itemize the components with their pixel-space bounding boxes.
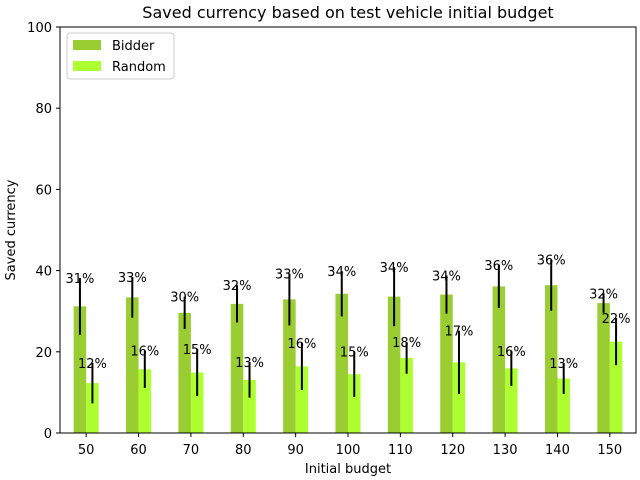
data-label-bidder-150: 32%	[589, 287, 618, 302]
data-label-bidder-80: 32%	[223, 279, 252, 294]
data-label-random-80: 13%	[235, 356, 264, 371]
bar-bidder-50	[73, 306, 87, 433]
data-label-bidder-100: 34%	[327, 265, 356, 280]
x-tick-label-150: 150	[597, 443, 622, 458]
data-label-bidder-120: 34%	[432, 269, 461, 284]
y-tick-label-20: 20	[35, 346, 52, 361]
bar-random-90	[295, 366, 309, 433]
legend-label-bidder: Bidder	[112, 39, 155, 54]
chart-title: Saved currency based on test vehicle ini…	[142, 3, 553, 22]
data-label-random-110: 18%	[392, 336, 421, 351]
data-label-bidder-130: 36%	[484, 259, 513, 274]
x-axis-title: Initial budget	[305, 462, 391, 477]
y-tick-label-0: 0	[44, 427, 52, 442]
bar-random-110	[400, 357, 413, 433]
data-label-bidder-110: 34%	[380, 261, 409, 276]
bar-bidder-150	[597, 303, 610, 433]
x-tick-label-100: 100	[336, 443, 361, 458]
x-tick-label-130: 130	[493, 443, 518, 458]
bar-random-140	[557, 378, 570, 433]
y-tick-label-40: 40	[35, 265, 52, 280]
data-label-random-130: 16%	[497, 345, 526, 360]
x-tick-label-90: 90	[287, 443, 304, 458]
x-tick-label-110: 110	[388, 443, 413, 458]
y-tick-label-100: 100	[27, 21, 52, 36]
bar-bidder-120	[440, 294, 453, 433]
bar-random-120	[452, 362, 466, 433]
bar-bidder-70	[178, 312, 191, 433]
x-tick-label-50: 50	[78, 443, 95, 458]
bar-random-70	[190, 372, 204, 433]
x-tick-label-60: 60	[130, 443, 147, 458]
x-tick-label-80: 80	[235, 443, 252, 458]
x-tick-label-140: 140	[545, 443, 570, 458]
x-tick-label-70: 70	[183, 443, 200, 458]
bar-random-130	[505, 368, 518, 433]
y-axis-title: Saved currency	[4, 179, 19, 280]
bar-random-50	[86, 383, 99, 433]
y-tick-label-80: 80	[35, 102, 52, 117]
data-label-bidder-70: 30%	[170, 291, 199, 306]
bar-bidder-60	[126, 297, 139, 433]
x-tick-label-120: 120	[440, 443, 465, 458]
data-label-random-100: 15%	[340, 345, 369, 360]
y-tick-label-60: 60	[35, 183, 52, 198]
data-label-random-140: 13%	[549, 357, 578, 372]
bar-bidder-130	[492, 286, 506, 433]
data-label-random-120: 17%	[445, 325, 474, 340]
bar-random-60	[138, 369, 152, 433]
data-label-random-70: 15%	[183, 343, 212, 358]
data-label-bidder-60: 33%	[118, 271, 147, 286]
data-label-random-90: 16%	[287, 337, 316, 352]
data-label-random-150: 22%	[602, 312, 631, 327]
data-label-bidder-140: 36%	[537, 254, 566, 269]
bar-random-150	[609, 341, 623, 433]
data-label-bidder-90: 33%	[275, 267, 304, 282]
data-label-random-50: 12%	[78, 357, 107, 372]
bar-bidder-110	[387, 296, 401, 433]
data-label-random-60: 16%	[130, 345, 159, 360]
bar-random-80	[243, 379, 256, 433]
legend: Bidder Random	[66, 32, 175, 80]
legend-swatch-random	[73, 61, 101, 71]
legend-label-random: Random	[112, 60, 166, 75]
bar-bidder-90	[283, 299, 296, 433]
bar-random-100	[348, 374, 361, 433]
bar-bidder-100	[335, 293, 348, 433]
bar-bidder-80	[230, 303, 244, 433]
data-label-bidder-50: 31%	[65, 272, 94, 287]
legend-swatch-bidder	[73, 40, 101, 50]
bar-bidder-140	[544, 285, 558, 433]
